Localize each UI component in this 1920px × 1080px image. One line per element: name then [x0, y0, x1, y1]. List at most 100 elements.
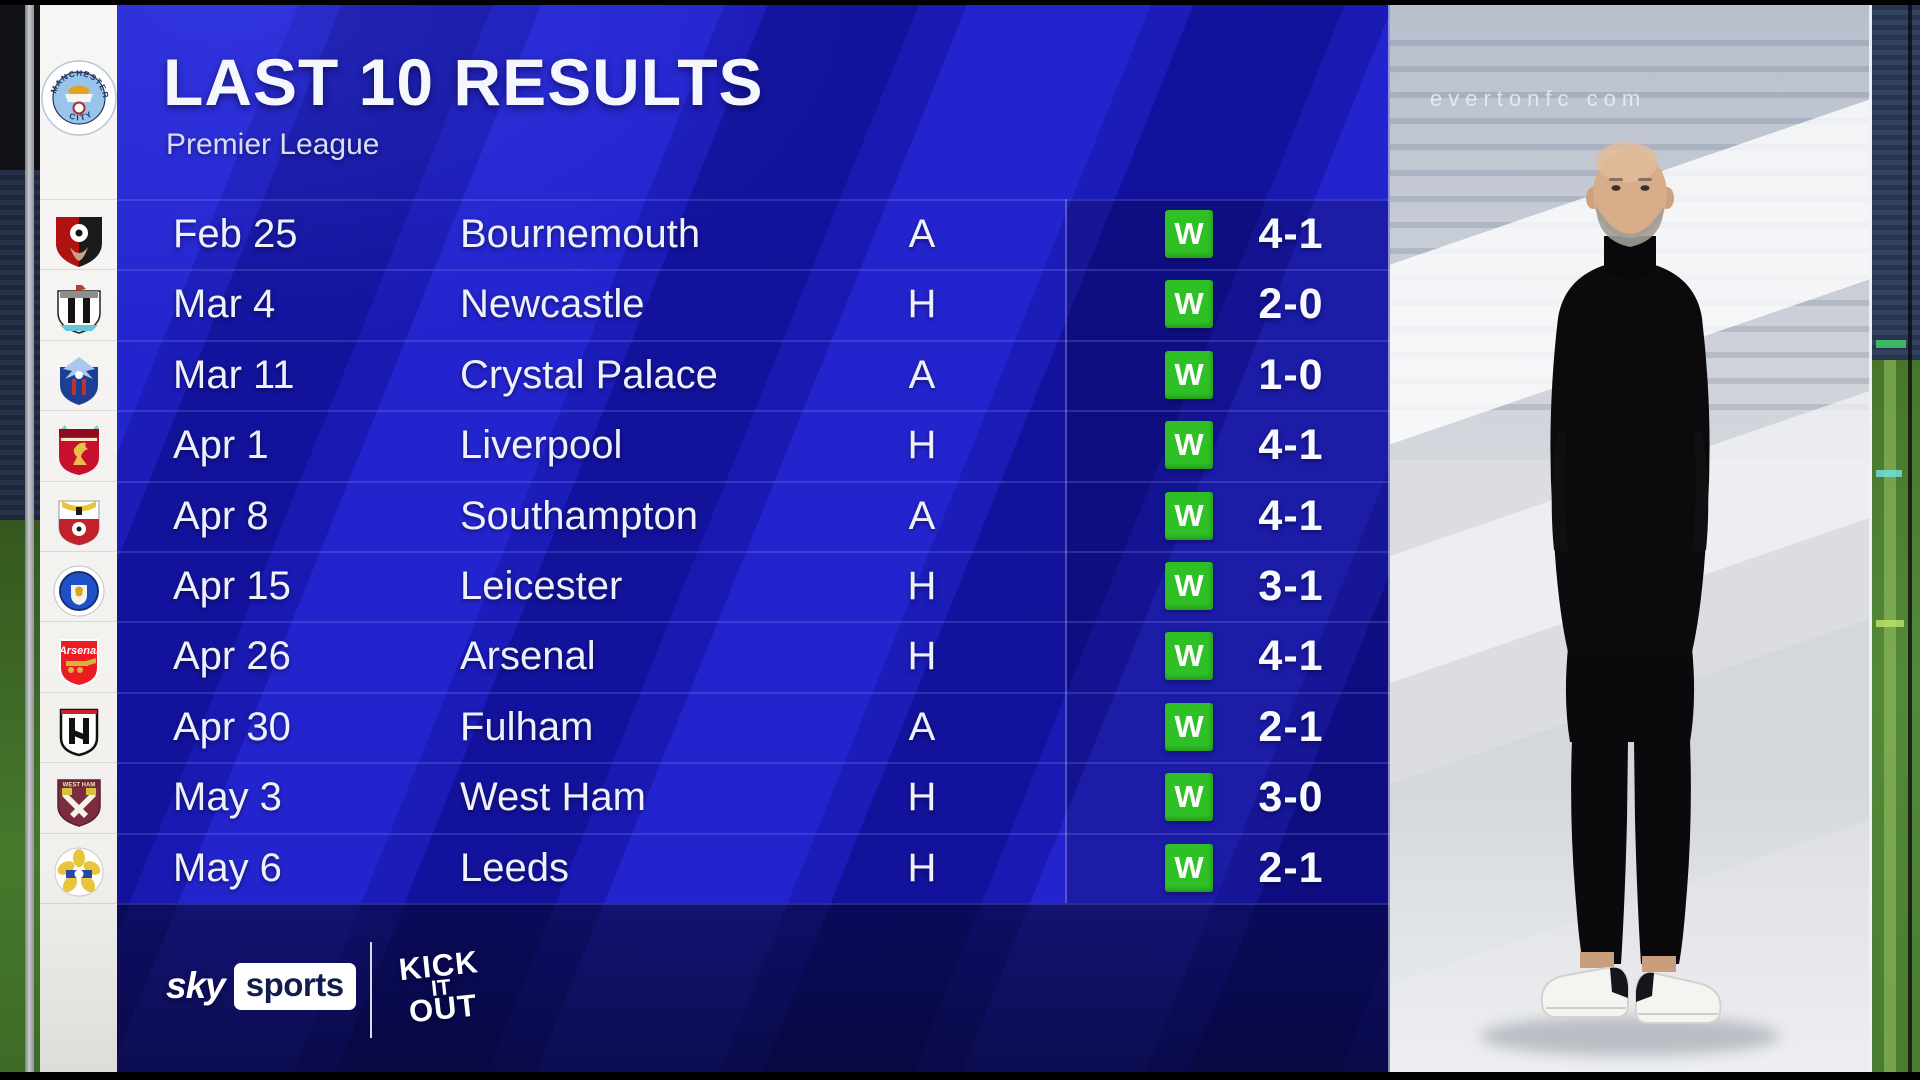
arsenal-badge-text: Arsenal: [57, 645, 99, 657]
left-goalpost: [25, 0, 34, 1080]
win-badge: W: [1165, 562, 1213, 610]
arsenal-badge: Arsenal: [40, 627, 117, 697]
row-separator: [117, 762, 1390, 764]
opponent-name: Leicester: [460, 564, 623, 608]
row-separator: [117, 551, 1390, 553]
venue-indicator: H: [907, 846, 937, 890]
strip-separator: [40, 621, 117, 622]
result-row: Mar 11 Crystal Palace A W 1-0: [117, 340, 1390, 410]
match-date: Feb 25: [173, 212, 298, 256]
match-date: Apr 8: [173, 494, 269, 538]
opponent-name: Fulham: [460, 705, 594, 749]
row-separator: [117, 340, 1390, 342]
match-score: 4-1: [1258, 210, 1324, 258]
results-panel: LAST 10 RESULTS Premier League Feb 25 Bo…: [117, 0, 1390, 1080]
kick-it-out-line3: OUT: [407, 987, 479, 1030]
win-badge: W: [1165, 210, 1213, 258]
opponent-name: Liverpool: [460, 423, 623, 467]
match-date: May 6: [173, 846, 282, 890]
match-date: May 3: [173, 775, 282, 819]
win-badge: W: [1165, 351, 1213, 399]
pep-guardiola-photo: [1480, 142, 1780, 1056]
result-row: Mar 4 Newcastle H W 2-0: [117, 269, 1390, 339]
opponent-name: Newcastle: [460, 282, 645, 326]
match-score: 4-1: [1258, 632, 1324, 680]
opponent-name: Arsenal: [460, 634, 596, 678]
result-row: May 6 Leeds H W 2-1: [117, 833, 1390, 903]
win-badge: W: [1165, 492, 1213, 540]
match-date: Apr 26: [173, 634, 291, 678]
sports-wordmark: sports: [233, 962, 356, 1010]
sky-sports-logo: sky sports: [166, 960, 356, 1012]
strip-separator: [40, 833, 117, 834]
win-badge: W: [1165, 280, 1213, 328]
row-separator: [117, 269, 1390, 271]
venue-indicator: A: [908, 353, 936, 397]
match-score: 4-1: [1258, 421, 1324, 469]
page-title: LAST 10 RESULTS: [163, 45, 764, 119]
match-score: 1-0: [1258, 351, 1324, 399]
row-separator: [117, 481, 1390, 483]
manager-photo-panel: evertonfc com: [1390, 0, 1872, 1080]
match-date: Mar 11: [173, 353, 295, 397]
match-score: 2-1: [1258, 703, 1324, 751]
result-row: May 3 West Ham H W 3-0: [117, 762, 1390, 832]
right-crowd: [1872, 0, 1920, 360]
left-stadium-footage: [0, 0, 40, 1080]
win-badge: W: [1165, 844, 1213, 892]
match-score: 2-1: [1258, 844, 1324, 892]
left-pitch: [0, 520, 40, 1080]
row-separator: [117, 833, 1390, 835]
row-separator: [117, 903, 1390, 905]
strip-separator: [40, 903, 117, 904]
scoreboard-fragment: [1876, 340, 1906, 348]
result-row: Apr 15 Leicester H W 3-1: [117, 551, 1390, 621]
west-ham-badge: WEST HAM: [40, 767, 117, 837]
row-separator: [117, 692, 1390, 694]
venue-indicator: A: [908, 705, 936, 749]
manchester-city-badge: MANCHESTER CITY: [40, 48, 117, 148]
venue-indicator: A: [908, 494, 936, 538]
result-row: Apr 26 Arsenal H W 4-1: [117, 621, 1390, 691]
result-row: Apr 8 Southampton A W 4-1: [117, 481, 1390, 551]
strip-separator: [40, 199, 117, 200]
match-score: 2-0: [1258, 280, 1324, 328]
row-separator: [117, 199, 1390, 201]
result-row: Feb 25 Bournemouth A W 4-1: [117, 199, 1390, 269]
pitch-light-band: [1884, 360, 1896, 1080]
svg-text:WEST HAM: WEST HAM: [62, 783, 95, 789]
crystal-palace-badge: [40, 346, 117, 416]
match-score: 4-1: [1258, 492, 1324, 540]
match-score: 3-1: [1258, 562, 1324, 610]
result-row: Apr 1 Liverpool H W 4-1: [117, 410, 1390, 480]
liverpool-badge: [40, 416, 117, 486]
opponent-name: Crystal Palace: [460, 353, 718, 397]
scoreboard-fragment: [1876, 620, 1904, 627]
match-score: 3-0: [1258, 773, 1324, 821]
venue-indicator: H: [907, 634, 937, 678]
venue-indicator: H: [907, 282, 937, 326]
right-goalpost: [1908, 0, 1912, 1080]
opponent-name: Bournemouth: [460, 212, 701, 256]
strip-separator: [40, 481, 117, 482]
scoreboard-fragment: [1876, 470, 1902, 477]
win-badge: W: [1165, 703, 1213, 751]
right-stadium-footage: [1869, 0, 1920, 1080]
club-badge-strip: MANCHESTER CITY: [40, 0, 117, 1080]
strip-separator: [40, 762, 117, 763]
competition-subtitle: Premier League: [166, 128, 380, 161]
match-date: Apr 1: [173, 423, 269, 467]
panel-glow: [117, 0, 1390, 1080]
opponent-name: West Ham: [460, 775, 646, 819]
column-divider: [1065, 199, 1067, 903]
right-pitch: [1872, 360, 1920, 1080]
leeds-badge: [40, 837, 117, 907]
venue-indicator: H: [907, 775, 937, 819]
row-separator: [117, 410, 1390, 412]
strip-separator: [40, 692, 117, 693]
panel-right-edge: [1388, 0, 1390, 1080]
graphic-edge-highlight: [1869, 0, 1873, 1080]
row-separator: [117, 621, 1390, 623]
left-crowd: [0, 170, 40, 530]
kick-it-out-logo: KICK IT OUT: [384, 931, 498, 1045]
